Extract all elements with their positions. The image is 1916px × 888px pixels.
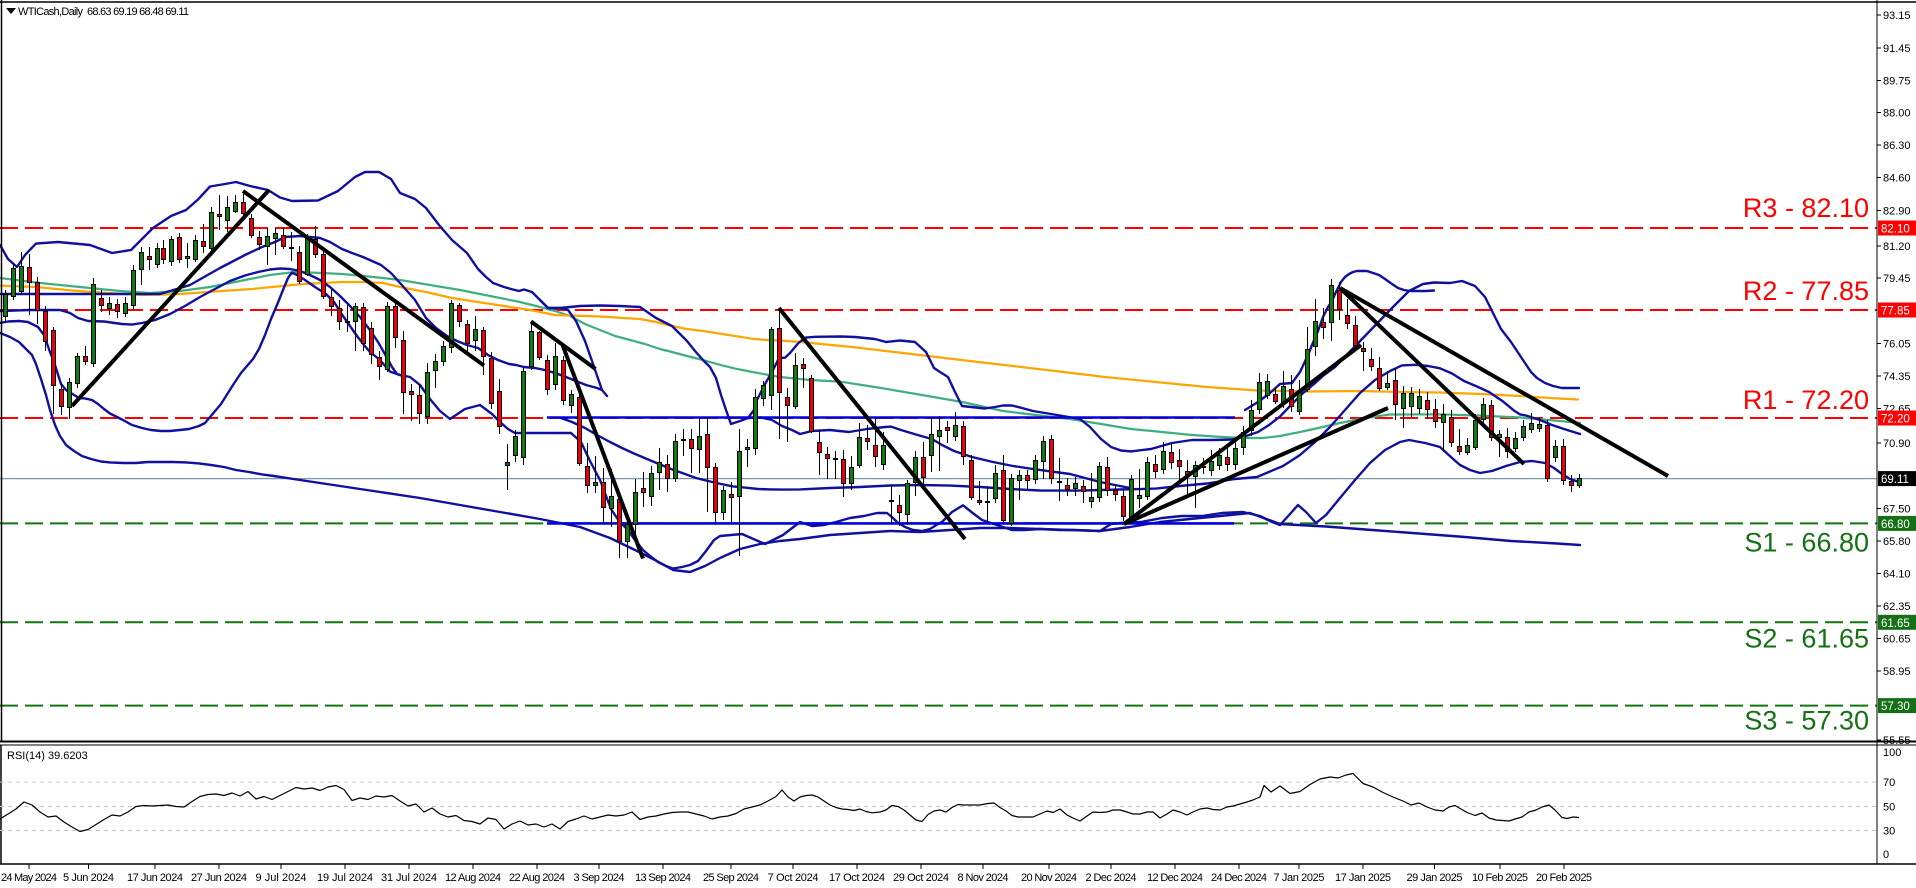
svg-text:68.63 69.19 68.48 69.11: 68.63 69.19 68.48 69.11: [87, 6, 189, 18]
svg-text:12 Aug 2024: 12 Aug 2024: [445, 872, 501, 884]
svg-text:29 Jan 2025: 29 Jan 2025: [1407, 872, 1463, 884]
svg-text:65.80: 65.80: [1883, 536, 1911, 548]
svg-text:10 Feb 2025: 10 Feb 2025: [1472, 872, 1528, 884]
svg-text:0: 0: [1883, 849, 1889, 861]
svg-text:12 Dec 2024: 12 Dec 2024: [1147, 872, 1203, 884]
svg-text:69.11: 69.11: [1881, 474, 1909, 486]
svg-text:67.50: 67.50: [1883, 504, 1911, 516]
svg-text:93.15: 93.15: [1883, 10, 1911, 22]
svg-text:29 Oct 2024: 29 Oct 2024: [893, 872, 949, 884]
svg-text:79.45: 79.45: [1883, 273, 1911, 285]
svg-text:R1 - 72.20: R1 - 72.20: [1743, 385, 1869, 415]
svg-text:27 Jun 2024: 27 Jun 2024: [191, 872, 247, 884]
svg-text:81.20: 81.20: [1883, 241, 1911, 253]
svg-text:55.55: 55.55: [1883, 735, 1911, 747]
svg-text:66.80: 66.80: [1881, 519, 1910, 531]
svg-text:70.90: 70.90: [1883, 438, 1911, 450]
svg-text:64.10: 64.10: [1883, 569, 1911, 581]
svg-text:24 May 2024: 24 May 2024: [1, 872, 57, 884]
svg-text:25 Sep 2024: 25 Sep 2024: [703, 872, 759, 884]
svg-text:20 Nov 2024: 20 Nov 2024: [1021, 872, 1077, 884]
svg-text:13 Sep 2024: 13 Sep 2024: [635, 872, 691, 884]
svg-text:R3 - 82.10: R3 - 82.10: [1743, 193, 1869, 223]
svg-text:84.60: 84.60: [1883, 173, 1911, 185]
svg-text:5 Jun 2024: 5 Jun 2024: [63, 872, 114, 884]
svg-text:17 Jun 2024: 17 Jun 2024: [127, 872, 183, 884]
svg-text:57.30: 57.30: [1881, 701, 1910, 713]
svg-text:31 Jul 2024: 31 Jul 2024: [381, 872, 437, 884]
svg-text:WTICash,Daily: WTICash,Daily: [18, 6, 84, 18]
svg-text:S2 - 61.65: S2 - 61.65: [1744, 623, 1869, 653]
svg-text:2 Dec 2024: 2 Dec 2024: [1086, 872, 1137, 884]
svg-text:70: 70: [1883, 777, 1895, 789]
svg-text:88.00: 88.00: [1883, 108, 1911, 120]
svg-text:60.65: 60.65: [1883, 634, 1911, 646]
svg-text:RSI(14) 39.6203: RSI(14) 39.6203: [7, 750, 88, 762]
svg-text:17 Jan 2025: 17 Jan 2025: [1335, 872, 1391, 884]
svg-text:S1 - 66.80: S1 - 66.80: [1744, 527, 1869, 557]
svg-text:89.75: 89.75: [1883, 76, 1911, 88]
svg-text:9 Jul 2024: 9 Jul 2024: [256, 872, 307, 884]
svg-text:22 Aug 2024: 22 Aug 2024: [509, 872, 565, 884]
svg-text:30: 30: [1883, 826, 1895, 838]
svg-text:77.85: 77.85: [1881, 306, 1910, 318]
svg-text:91.45: 91.45: [1883, 43, 1911, 55]
svg-text:72.20: 72.20: [1881, 414, 1910, 426]
svg-text:62.35: 62.35: [1883, 601, 1911, 613]
svg-text:86.30: 86.30: [1883, 140, 1911, 152]
svg-text:24 Dec 2024: 24 Dec 2024: [1211, 872, 1267, 884]
svg-text:74.35: 74.35: [1883, 371, 1911, 383]
svg-text:100: 100: [1883, 747, 1901, 759]
svg-text:20 Feb 2025: 20 Feb 2025: [1536, 872, 1592, 884]
svg-text:58.95: 58.95: [1883, 666, 1911, 678]
svg-text:82.10: 82.10: [1881, 224, 1910, 236]
svg-text:7 Oct 2024: 7 Oct 2024: [768, 872, 819, 884]
svg-text:19 Jul 2024: 19 Jul 2024: [317, 872, 373, 884]
svg-text:R2 - 77.85: R2 - 77.85: [1743, 276, 1869, 306]
svg-text:3 Sep 2024: 3 Sep 2024: [574, 872, 625, 884]
svg-text:17 Oct 2024: 17 Oct 2024: [829, 872, 885, 884]
svg-text:76.05: 76.05: [1883, 339, 1911, 351]
svg-text:7 Jan 2025: 7 Jan 2025: [1274, 872, 1325, 884]
svg-text:50: 50: [1883, 802, 1895, 814]
svg-text:S3 - 57.30: S3 - 57.30: [1744, 706, 1869, 736]
svg-text:8 Nov 2024: 8 Nov 2024: [958, 872, 1009, 884]
svg-text:61.65: 61.65: [1881, 618, 1910, 630]
svg-text:82.90: 82.90: [1883, 206, 1911, 218]
